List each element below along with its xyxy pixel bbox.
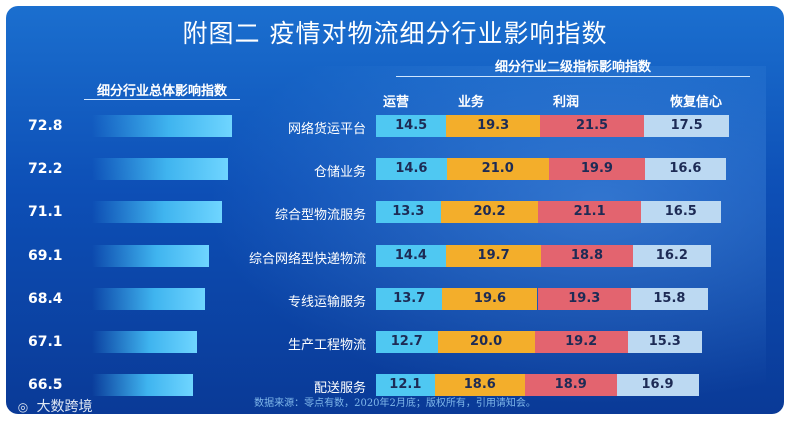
column-header-1: 业务: [457, 95, 484, 110]
category-label: 综合型物流服务: [274, 208, 366, 224]
segment-业务: 19.7: [445, 244, 542, 267]
segment-恢复信心: 16.6: [645, 158, 726, 181]
total-bar: [92, 158, 229, 181]
total-value-label: 67.1: [28, 334, 63, 350]
total-bar: [92, 244, 210, 267]
column-header-2: 利润: [552, 95, 579, 110]
total-bar: [92, 331, 197, 353]
category-label: 配送服务: [313, 381, 366, 397]
segment-恢复信心: 15.8: [631, 287, 708, 310]
category-label: 专线运输服务: [287, 294, 366, 310]
category-label: 综合网络型快递物流: [248, 251, 366, 267]
segment-恢复信心: 15.3: [627, 331, 702, 353]
total-value-label: 66.5: [28, 377, 63, 394]
total-value-label: 69.1: [28, 247, 63, 264]
segment-利润: 21.5: [539, 115, 645, 137]
chart-row: 72.8 网络货运平台 14.5 19.3 21.5 17.5: [6, 113, 784, 143]
chart-row: 66.5 配送服务 12.1 18.6 18.9 16.9: [6, 372, 784, 402]
segment-运营: 13.3: [376, 201, 441, 224]
segment-利润: 21.1: [538, 201, 641, 224]
total-value-label: 68.4: [28, 290, 63, 307]
segment-运营: 14.4: [376, 244, 446, 267]
segment-业务: 18.6: [434, 374, 525, 397]
segment-业务: 21.0: [446, 158, 549, 181]
segment-利润: 19.3: [537, 287, 632, 310]
segment-运营: 14.6: [376, 158, 447, 181]
right-group-header: 细分行业二级指标影响指数: [494, 60, 651, 75]
chart-row: 69.1 综合网络型快递物流 14.4 19.7 18.8 16.2: [6, 243, 784, 273]
total-value-label: 71.1: [28, 204, 63, 221]
category-label: 仓储业务: [313, 165, 366, 181]
watermark: ◎ 大数跨境: [14, 396, 93, 416]
left-column-header: 细分行业总体影响指数: [96, 84, 227, 99]
category-label: 网络货运平台: [287, 122, 366, 137]
total-bar: [92, 115, 232, 137]
source-footnote: 数据来源：零点有数，2020年2月底；版权所有，引用请知会。: [254, 398, 536, 409]
segment-运营: 12.1: [376, 374, 435, 397]
segment-利润: 18.8: [541, 244, 633, 267]
segment-业务: 20.0: [437, 331, 535, 353]
total-value-label: 72.8: [28, 118, 63, 134]
total-bar: [92, 201, 222, 224]
chart-card: 附图二 疫情对物流细分行业影响指数 细分行业总体影响指数 细分行业二级指标影响指…: [6, 6, 784, 414]
segment-恢复信心: 16.5: [640, 201, 721, 224]
total-bar: [92, 374, 194, 397]
segment-利润: 18.9: [524, 374, 617, 397]
category-label: 生产工程物流: [287, 338, 366, 353]
left-header-underline: [84, 99, 240, 100]
segment-利润: 19.2: [534, 331, 628, 353]
segment-恢复信心: 16.9: [616, 374, 699, 397]
column-header-0: 运营: [382, 95, 409, 110]
segment-业务: 19.6: [442, 287, 538, 310]
segment-业务: 20.2: [440, 201, 539, 224]
total-bar: [92, 287, 205, 310]
chart-row: 68.4 专线运输服务 13.7 19.6 19.3 15.8: [6, 286, 784, 316]
total-value-label: 72.2: [28, 161, 63, 178]
chart-row: 72.2 仓储业务 14.6 21.0 19.9 16.6: [6, 156, 784, 186]
right-header-underline: [396, 76, 750, 77]
segment-利润: 19.9: [548, 158, 646, 181]
segment-运营: 13.7: [376, 287, 443, 310]
segment-运营: 14.5: [376, 115, 447, 137]
chart-row: 67.1 生产工程物流 12.7 20.0 19.2 15.3: [6, 329, 784, 359]
segment-恢复信心: 16.2: [632, 244, 712, 267]
segment-恢复信心: 17.5: [644, 115, 730, 137]
segment-业务: 19.3: [446, 115, 540, 137]
column-header-3: 恢复信心: [669, 95, 722, 110]
segment-运营: 12.7: [376, 331, 438, 353]
chart-row: 71.1 综合型物流服务 13.3 20.2 21.1 16.5: [6, 199, 784, 229]
watermark-logo-icon: ◎: [17, 400, 29, 414]
chart-title: 附图二 疫情对物流细分行业影响指数: [182, 19, 608, 48]
watermark-text: 大数跨境: [36, 399, 93, 415]
